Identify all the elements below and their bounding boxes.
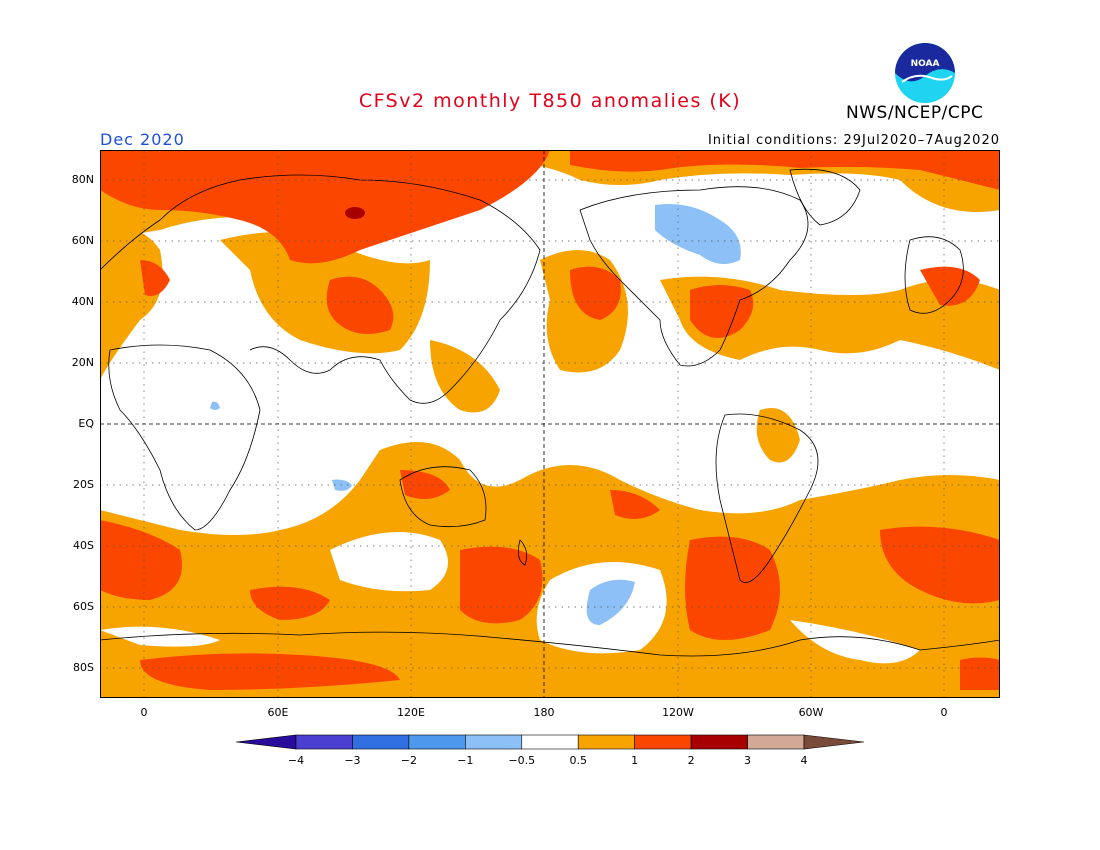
lon-label: 0 [140, 706, 148, 719]
lon-label: 120E [397, 706, 425, 719]
lat-label: 40N [71, 295, 94, 308]
lat-label: 60N [71, 234, 94, 247]
lon-label: 180 [533, 706, 555, 719]
lat-label: 80S [73, 661, 94, 674]
colorbar-label: −4 [287, 754, 305, 767]
colorbar-label: 4 [800, 754, 808, 767]
colorbar-cell [408, 734, 466, 750]
colorbar-cell [803, 734, 864, 750]
colorbar-cell [352, 734, 410, 750]
lat-label: 40S [73, 539, 94, 552]
colorbar-label: 0.5 [569, 754, 587, 767]
anomaly-map [100, 150, 1000, 698]
lat-label: 80N [71, 173, 94, 186]
cool-anomaly-1 [210, 204, 741, 625]
map-title: CFSv2 monthly T850 anomalies (K) [358, 90, 742, 112]
initial-conditions: Initial conditions: 29Jul2020–7Aug2020 [707, 133, 1000, 148]
coastlines [100, 168, 1000, 657]
lat-label: 20N [71, 356, 94, 369]
colorbar-label: −0.5 [508, 754, 536, 767]
noaa-logo: NOAA [895, 43, 955, 103]
warm-anomaly-3 [345, 207, 365, 219]
equator-dateline [100, 150, 1000, 698]
colorbar-cell [236, 734, 297, 750]
lat-label: 20S [73, 478, 94, 491]
month-label: Dec 2020 [100, 130, 185, 149]
lon-label: 0 [940, 706, 948, 719]
colorbar [236, 734, 864, 750]
colorbar-label: 3 [744, 754, 752, 767]
lon-label: 60W [798, 706, 824, 719]
logo-text: NOAA [911, 59, 940, 69]
colorbar-cell [690, 734, 748, 750]
colorbar-cell [295, 734, 353, 750]
colorbar-label: −2 [400, 754, 417, 767]
lat-label: EQ [78, 417, 94, 430]
colorbar-cell [747, 734, 805, 750]
lat-label: 60S [73, 600, 94, 613]
colorbar-cell [465, 734, 523, 750]
warm-anomaly-2 [100, 150, 1000, 690]
colorbar-cell [634, 734, 692, 750]
org-label: NWS/NCEP/CPC [846, 103, 984, 123]
lon-label: 60E [267, 706, 289, 719]
colorbar-cell [521, 734, 579, 750]
lon-label: 120W [662, 706, 694, 719]
colorbar-label: 2 [687, 754, 695, 767]
colorbar-label: −1 [457, 754, 474, 767]
colorbar-label: −3 [344, 754, 361, 767]
colorbar-label: 1 [631, 754, 639, 767]
colorbar-cell [577, 734, 635, 750]
